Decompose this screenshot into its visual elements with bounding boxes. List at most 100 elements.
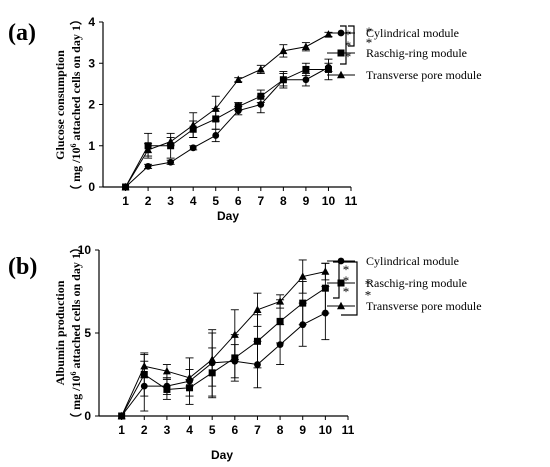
panel-b-series-line	[121, 271, 326, 417]
panel-b-data-point	[276, 297, 285, 305]
panel-b-ylabel-line2: （ mg /106 attached cells on day 1）	[68, 241, 83, 425]
panel-b-data-point	[253, 305, 262, 313]
panel-a-data-point	[144, 162, 152, 170]
panel-a-y-tick-label: 4	[88, 15, 95, 29]
panel-b-x-tick-label: 7	[254, 423, 261, 437]
panel-a-significance-star: *	[345, 27, 352, 42]
panel-b-ylabel-line1: Albumin production	[53, 280, 67, 385]
panel-b-plot-area	[117, 259, 330, 420]
panel-b-y-tick-label: 5	[84, 326, 91, 340]
panel-b-x-tick-label: 8	[277, 423, 284, 437]
panel-a-x-tick-label: 10	[322, 194, 336, 208]
panel-a-data-point	[279, 46, 288, 55]
panel-a-label: (a)	[8, 20, 36, 46]
panel-b-data-point	[321, 284, 329, 292]
panel-a-data-point	[257, 92, 265, 100]
panel-b-data-point	[298, 272, 307, 280]
panel-a-legend: Cylindrical module Raschig-ring module Tra…	[327, 26, 482, 82]
panel-b-x-tick-label: 6	[231, 423, 238, 437]
panel-b-legend-item: Transverse pore module	[327, 299, 482, 313]
panel-a-x-tick-label: 7	[257, 194, 264, 208]
panel-a-data-point	[324, 65, 332, 73]
panel-a-legend-item: Raschig-ring module	[327, 46, 467, 60]
panel-a-ylabel-line1: Glucose consumption	[53, 50, 67, 160]
panel-b-y-tick-label: 10	[78, 243, 92, 257]
panel-a-x-tick-label: 2	[145, 194, 152, 208]
panel-b-data-point	[276, 317, 284, 325]
panel-a-data-point	[302, 65, 310, 73]
panel-b-bracket-outer	[341, 261, 358, 316]
panel-a-significance-star: *	[345, 49, 352, 64]
panel-b-data-point	[321, 267, 330, 275]
panel-b-significance-star: *	[343, 262, 350, 277]
panel-a-tick-labels: 1 2 3 4 5 6 7 8 9 10 11 0 1 2 3 4	[88, 15, 357, 208]
panel-a-x-tick-label: 3	[167, 194, 174, 208]
panel-b-significance: *** **	[333, 261, 372, 316]
panel-a-data-point	[121, 182, 130, 191]
panel-a-series-circle	[122, 62, 333, 191]
panel-a-y-tick-label: 3	[88, 56, 95, 70]
panel-a-significance: *****	[340, 24, 373, 65]
panel-a-x-tick-label: 1	[122, 194, 129, 208]
panel-a-data-point	[256, 65, 265, 73]
panel-b-legend-marker	[337, 279, 345, 287]
panel-b-series-line	[121, 287, 326, 417]
panel-b-xlabel: Day	[211, 448, 233, 462]
panel-a-legend-item: Cylindrical module	[327, 26, 459, 40]
panel-a-data-point	[279, 76, 287, 84]
panel-b-legend-label: Cylindrical module	[366, 254, 459, 268]
panel-b-tick-labels: 1 2 3 4 5 6 7 8 9 10 11 0 5 10	[78, 243, 355, 437]
panel-b-data-point	[117, 411, 126, 420]
panel-b: (b) Albumin production （ mg /106 attache…	[8, 241, 482, 462]
panel-a-data-point	[189, 144, 197, 152]
panel-a-data-point	[212, 132, 220, 139]
panel-a-series-triangle	[121, 30, 333, 191]
panel-b-legend-label: Transverse pore module	[366, 299, 482, 313]
panel-a-legend-item: Transverse pore module	[327, 68, 482, 82]
panel-b-data-point	[253, 337, 261, 345]
panel-b-series-square	[118, 262, 330, 420]
panel-a-ylabel-line2: （ mg /106 attached cells on day 1）	[68, 13, 83, 197]
panel-a-series-square	[122, 58, 333, 191]
panel-a-data-point	[144, 145, 153, 154]
panel-b-data-point	[140, 362, 149, 370]
panel-a-bracket-inner	[340, 25, 347, 65]
panel-a-x-tick-label: 9	[303, 194, 310, 208]
panel-b-significance-star: *	[343, 284, 350, 299]
panel-a-data-point	[301, 42, 310, 50]
panel-a-legend-label: Cylindrical module	[366, 26, 459, 40]
panel-a-data-point	[302, 76, 310, 84]
panel-b-series-circle	[118, 286, 330, 420]
panel-b-label: (b)	[8, 254, 37, 280]
panel-b-x-tick-label: 4	[186, 423, 193, 437]
panel-a-data-point	[211, 104, 220, 112]
panel-b-series-triangle	[117, 259, 330, 420]
panel-a-y-tick-label: 2	[88, 98, 95, 112]
panel-a-legend-label: Raschig-ring module	[366, 46, 467, 60]
panel-b-series-line	[121, 312, 326, 417]
panel-a-x-tick-label: 4	[190, 194, 197, 208]
panel-b-data-point	[163, 385, 171, 393]
panel-a-data-point	[234, 103, 242, 111]
panel-a-significance-star: *	[366, 24, 373, 39]
panel-a-legend-marker	[337, 29, 345, 37]
panel-a-legend-marker	[337, 49, 345, 57]
panel-a-data-point	[166, 137, 175, 145]
panel-b-significance-star: *	[365, 288, 372, 303]
panel-b-x-tick-label: 9	[299, 423, 306, 437]
panel-b-legend-marker	[337, 301, 345, 310]
panel-a-y-tick-label: 0	[88, 180, 95, 194]
panel-b-significance-star: *	[365, 277, 372, 292]
panel-a-series-line	[125, 33, 329, 188]
panel-a-plot-area	[121, 30, 333, 191]
panel-b-axes	[95, 249, 349, 420]
panel-a-data-point	[324, 30, 333, 38]
panel-a-bracket-outer	[348, 25, 355, 47]
panel-b-x-tick-label: 10	[319, 423, 333, 437]
panel-b-data-point	[186, 384, 194, 392]
panel-b-significance-star: *	[343, 273, 350, 288]
panel-b-legend-label: Raschig-ring module	[366, 276, 467, 290]
panel-a-xlabel: Day	[217, 209, 239, 223]
panel-b-legend-item: Raschig-ring module	[327, 276, 467, 290]
panel-a-axes	[99, 21, 352, 191]
